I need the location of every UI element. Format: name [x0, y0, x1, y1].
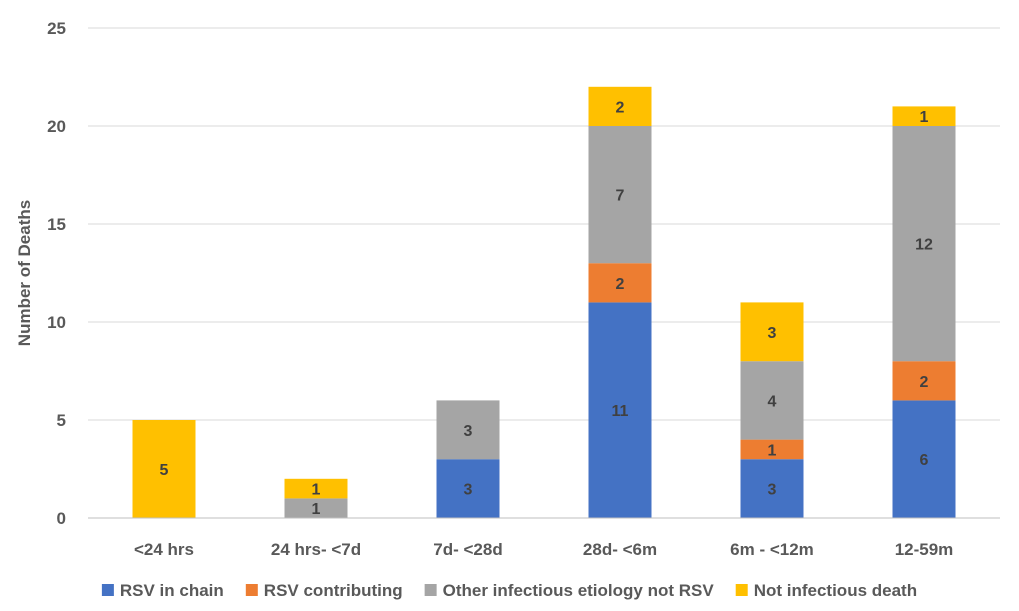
x-tick-label: 6m - <12m [730, 540, 814, 559]
bar-segment [740, 459, 804, 518]
bar-segment [892, 106, 956, 126]
bar-segment [588, 263, 652, 303]
y-tick-label: 0 [57, 509, 66, 528]
data-label: 5 [160, 462, 169, 479]
bar-segment [132, 420, 196, 518]
gridlines [88, 27, 1000, 421]
legend-label: RSV in chain [120, 581, 224, 600]
bar-segment [892, 361, 956, 401]
legend-label: RSV contributing [264, 581, 403, 600]
bar-segment [284, 478, 348, 499]
data-label: 1 [312, 482, 321, 499]
x-tick-label: 24 hrs- <7d [271, 540, 361, 559]
data-label: 11 [612, 403, 629, 420]
legend-swatch [245, 584, 258, 596]
bar-segment [740, 302, 804, 362]
y-tick-label: 20 [47, 117, 66, 136]
bars [132, 86, 956, 518]
bar-segment [284, 498, 348, 518]
y-tick-label: 15 [47, 215, 66, 234]
data-label: 4 [768, 393, 777, 410]
bar-segment [740, 361, 804, 440]
data-label: 3 [464, 482, 473, 499]
data-label: 1 [312, 501, 321, 518]
bar-segment [436, 459, 500, 518]
x-tick-label: 7d- <28d [433, 540, 502, 559]
data-label: 7 [616, 188, 625, 205]
legend-swatch [101, 584, 114, 596]
y-tick-label: 25 [47, 19, 66, 38]
data-label: 1 [768, 442, 777, 459]
bar-segment [436, 400, 500, 460]
bar-segment [588, 126, 652, 264]
y-axis-label: Number of Deaths [15, 200, 34, 346]
x-tick-label: <24 hrs [134, 540, 194, 559]
bar-segment [588, 302, 652, 518]
legend-swatch [735, 584, 748, 596]
legend-swatch [424, 584, 437, 596]
legend-label: Other infectious etiology not RSV [443, 581, 715, 600]
data-label: 3 [768, 325, 777, 342]
data-label: 6 [920, 452, 929, 469]
y-tick-label: 5 [57, 411, 66, 430]
bar-segment [892, 126, 956, 362]
bar-segment [892, 400, 956, 518]
bar-segment [740, 439, 804, 460]
y-tick-label: 10 [47, 313, 66, 332]
data-label: 2 [616, 276, 625, 293]
x-tick-label: 12-59m [895, 540, 954, 559]
data-label: 12 [915, 237, 933, 254]
data-label: 2 [616, 99, 625, 116]
bar-segment [588, 86, 652, 126]
data-label: 3 [768, 482, 777, 499]
x-tick-label: 28d- <6m [583, 540, 657, 559]
data-label: 2 [920, 374, 929, 391]
data-label: 1 [920, 109, 929, 126]
data-label: 3 [464, 423, 473, 440]
legend: RSV in chain RSV contributing Other infect… [101, 581, 917, 600]
legend-label: Not infectious death [754, 581, 917, 600]
